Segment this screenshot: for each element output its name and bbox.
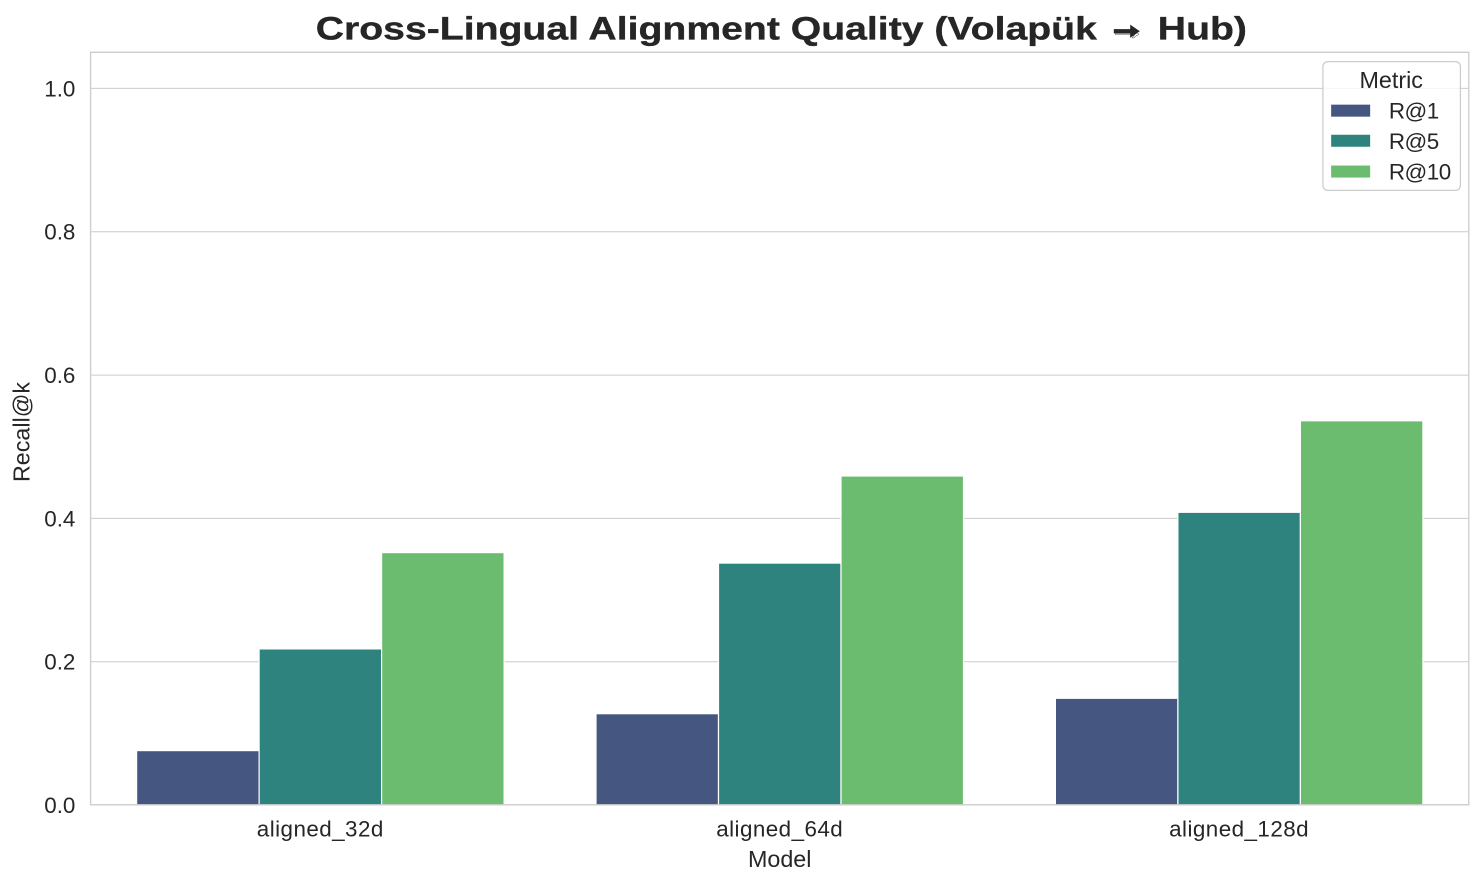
svg-text:R@5: R@5 (1389, 129, 1439, 154)
svg-text:aligned_128d: aligned_128d (1169, 817, 1309, 842)
svg-text:0.2: 0.2 (44, 650, 75, 675)
svg-text:R@1: R@1 (1389, 99, 1439, 124)
svg-text:0.8: 0.8 (44, 220, 75, 245)
svg-text:R@10: R@10 (1389, 160, 1451, 185)
svg-text:1.0: 1.0 (44, 76, 75, 101)
svg-text:0.6: 0.6 (44, 363, 75, 388)
svg-text:Cross-Lingual Alignment Qualit: Cross-Lingual Alignment Quality (Volapük… (316, 10, 1247, 47)
svg-text:0.0: 0.0 (44, 793, 75, 818)
svg-text:aligned_32d: aligned_32d (257, 817, 384, 842)
svg-text:0.4: 0.4 (44, 506, 75, 531)
svg-text:Recall@k: Recall@k (9, 382, 35, 482)
svg-text:aligned_64d: aligned_64d (716, 817, 843, 842)
svg-text:Model: Model (748, 846, 811, 872)
svg-text:Metric: Metric (1359, 67, 1423, 93)
